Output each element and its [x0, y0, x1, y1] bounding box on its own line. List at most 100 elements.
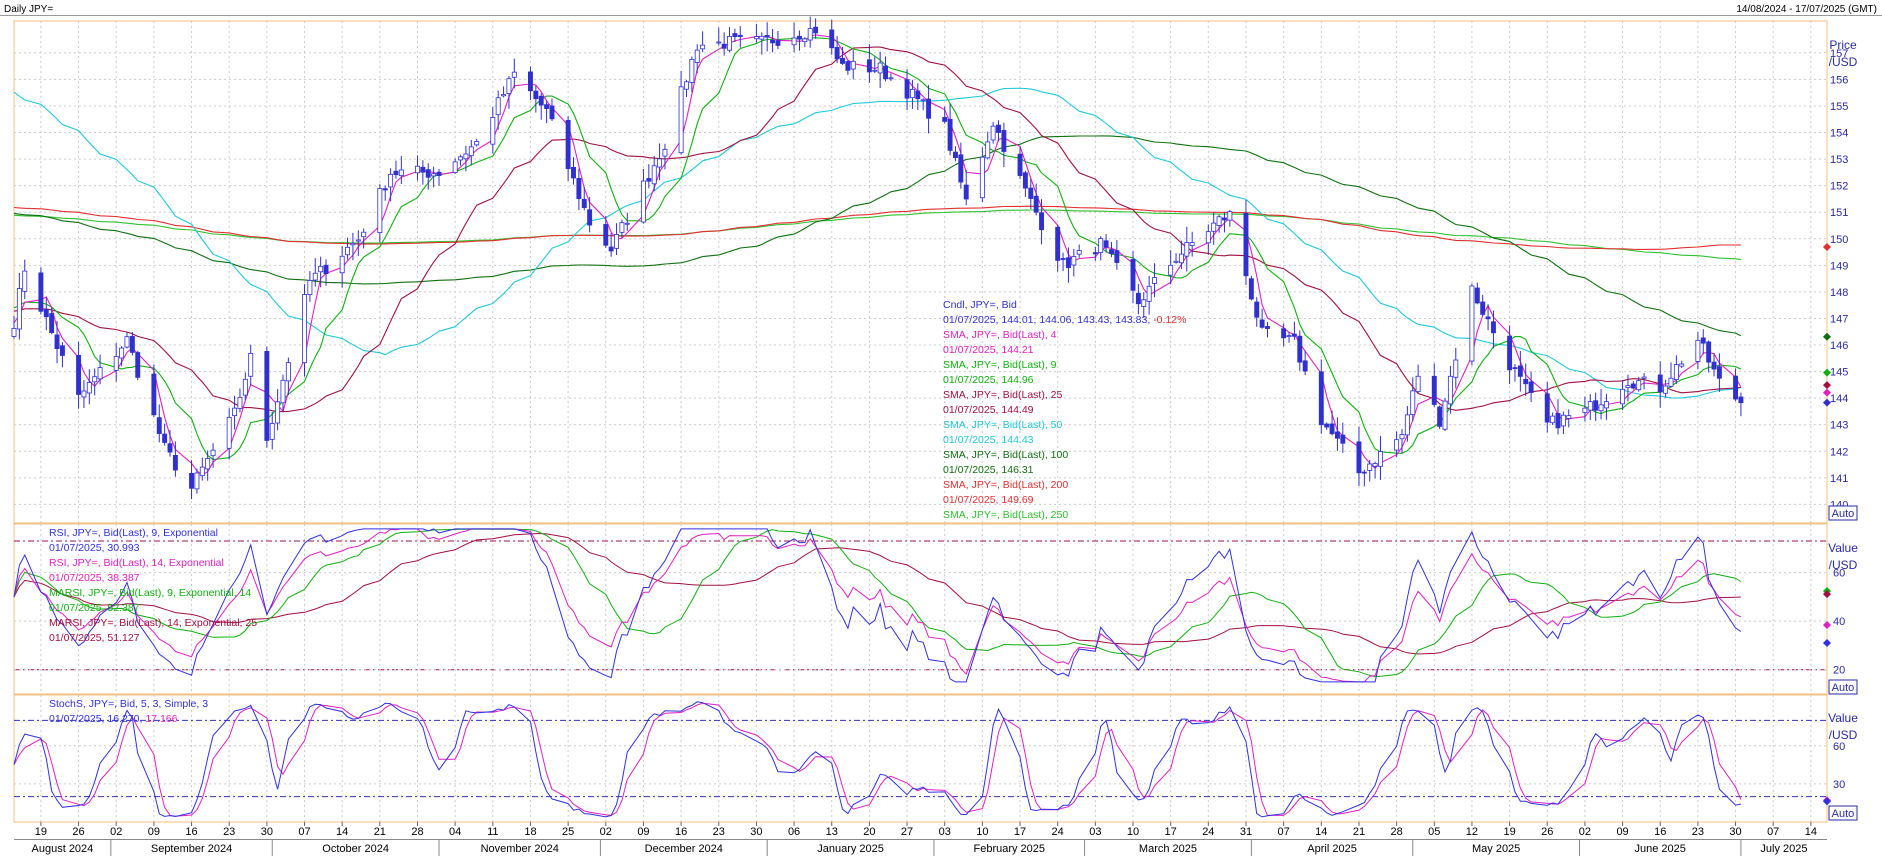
candle [350, 232, 356, 261]
stoch-auto-label: Auto [1832, 808, 1855, 820]
candle [22, 259, 28, 300]
rsi-last-value-marker [1823, 621, 1831, 630]
candle [1189, 231, 1195, 257]
candle [549, 98, 555, 121]
candle-body [1641, 376, 1647, 379]
legend-entry: MARSI, JPY=, Bid(Last), 9, Exponential, … [49, 587, 251, 599]
price-tick-label: 148 [1830, 287, 1848, 299]
candle [1512, 363, 1518, 382]
x-tick-label: 21 [1353, 826, 1365, 838]
sma-9-line [13, 37, 1742, 461]
x-tick-label: 31 [1240, 826, 1252, 838]
candle-body [985, 141, 991, 159]
candle-body [474, 141, 480, 146]
candle-body [280, 379, 286, 404]
candle [840, 46, 845, 65]
candle [1490, 310, 1496, 349]
candle-body [802, 38, 808, 43]
candle [829, 19, 835, 55]
x-tick-label: 18 [524, 826, 536, 838]
legend-entry-text: SMA, JPY=, Bid(Last), 4 [943, 329, 1057, 341]
candle-body [657, 158, 663, 168]
legend-entry-text: 01/07/2025, 144.96 [943, 374, 1034, 386]
candle [915, 83, 921, 110]
legend-entry-text: 01/07/2025, 38.387 [49, 572, 140, 584]
rsi-auto-button[interactable]: Auto [1828, 679, 1858, 695]
candle-body [1076, 250, 1082, 255]
legend-entry: 01/07/2025, 51.127 [49, 632, 140, 644]
stoch-axis-title-2: /USD [1829, 728, 1858, 742]
candle-body [538, 95, 544, 106]
price-tick-label: 155 [1830, 101, 1848, 113]
candle-body [1507, 335, 1513, 371]
month-label: May 2025 [1472, 843, 1520, 855]
candle [1001, 122, 1007, 168]
price-auto-button[interactable]: Auto [1828, 505, 1858, 521]
candle [1216, 214, 1222, 233]
rsi-panel-border [13, 523, 1828, 695]
candle [1528, 371, 1534, 402]
legend-entry: Cndl, JPY=, Bid [943, 299, 1017, 311]
candle-body [770, 39, 776, 44]
candle [1399, 429, 1405, 454]
candle [1474, 282, 1480, 305]
candle-body [1302, 360, 1308, 372]
candle [1378, 435, 1383, 480]
candle [339, 246, 345, 288]
candle [985, 131, 991, 160]
candle [1092, 247, 1098, 261]
price-tick-label: 147 [1830, 313, 1848, 325]
x-tick-label: 27 [901, 826, 913, 838]
x-tick-label: 09 [148, 826, 160, 838]
candle [581, 186, 587, 211]
candle-body [1146, 285, 1152, 302]
candle-body [312, 272, 318, 281]
price-panel[interactable]: Cndl, JPY=, Bid 01/07/2025, 144.01, 144.0… [11, 16, 1858, 524]
legend-entry-text: StochS, JPY=, Bid, 5, 3, Simple, 3 [49, 698, 208, 710]
candle-body [840, 57, 845, 64]
candle [614, 223, 620, 256]
candle [1716, 353, 1722, 392]
stoch-k-line [13, 701, 1741, 818]
candle [452, 158, 458, 174]
candle [1168, 250, 1174, 285]
stoch-auto-button[interactable]: Auto [1828, 805, 1858, 821]
candle [1076, 244, 1082, 258]
candle-body [1055, 226, 1061, 261]
x-tick-label: 16 [675, 826, 687, 838]
candle-body [1367, 463, 1373, 471]
candle [646, 164, 652, 189]
rsi-auto-label: Auto [1832, 682, 1855, 694]
x-tick-label: 17 [1165, 826, 1177, 838]
candle [608, 233, 614, 257]
candle [571, 157, 576, 185]
candle [1700, 329, 1706, 355]
candle [1544, 381, 1550, 433]
candle-body [608, 246, 614, 252]
x-tick-label: 26 [72, 826, 84, 838]
candle-body [452, 161, 458, 173]
candle-body [248, 352, 254, 377]
candle [119, 346, 125, 367]
x-tick-label: 03 [939, 826, 951, 838]
candle [958, 142, 964, 189]
stoch-panel[interactable]: StochS, JPY=, Bid, 5, 3, Simple, 3 01/07/… [13, 694, 1858, 823]
candle-body [1625, 385, 1631, 388]
candle [129, 332, 135, 356]
candle [361, 228, 367, 249]
candle [1641, 373, 1647, 390]
candle-body [1550, 415, 1556, 424]
rsi-axis-title-1: Value [1828, 541, 1858, 555]
candle-body [1243, 213, 1249, 277]
candle-body [624, 222, 630, 225]
candle [684, 79, 689, 98]
candle-body [1378, 451, 1383, 467]
legend-entry-text: SMA, JPY=, Bid(Last), 25 [943, 389, 1063, 401]
rsi-panel[interactable]: RSI, JPY=, Bid(Last), 9, Exponential 01/0… [13, 523, 1858, 695]
candle [640, 168, 646, 224]
legend-entry: SMA, JPY=, Bid(Last), 25 [943, 389, 1063, 401]
legend-entry: SMA, JPY=, Bid(Last), 100 [943, 449, 1068, 461]
candle [689, 56, 695, 93]
candle-body [232, 407, 238, 417]
candle [1265, 321, 1270, 338]
